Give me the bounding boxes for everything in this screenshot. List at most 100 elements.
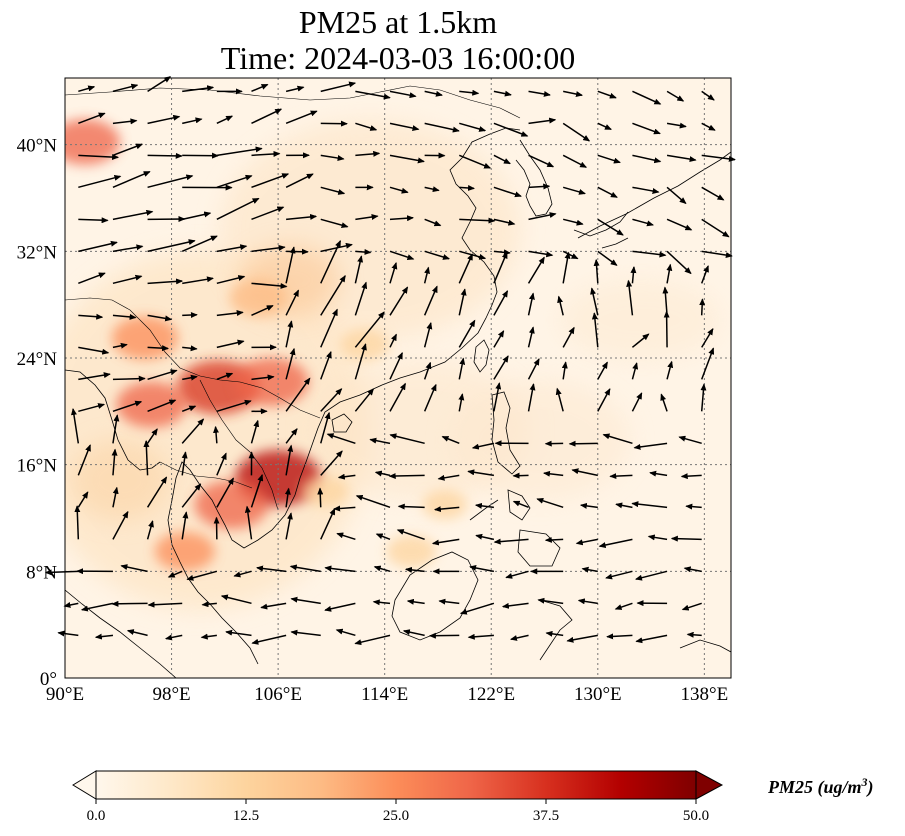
wind-arrow bbox=[373, 565, 391, 573]
wind-arrow bbox=[147, 114, 181, 125]
wind-arrow bbox=[459, 184, 476, 191]
wind-arrow bbox=[285, 246, 296, 284]
wind-arrow bbox=[181, 418, 205, 444]
wind-arrow bbox=[424, 122, 460, 133]
wind-arrow bbox=[389, 382, 407, 412]
wind-arrow bbox=[562, 186, 586, 195]
wind-arrow bbox=[493, 330, 505, 348]
wind-arrow bbox=[389, 90, 417, 99]
wind-arrow bbox=[423, 266, 430, 284]
wind-arrow bbox=[701, 186, 725, 201]
wind-arrow bbox=[285, 428, 298, 444]
x-axis-ticks: 90°E 98°E 106°E 114°E 122°E 130°E 138°E bbox=[46, 684, 728, 705]
wind-arrow bbox=[289, 564, 321, 573]
pm25-hotspot bbox=[116, 381, 187, 428]
colorbar: 0.0 12.5 25.0 37.5 50.0 PM25 (ug/m3) bbox=[72, 770, 874, 824]
wind-arrow bbox=[459, 602, 495, 615]
wind-arrow bbox=[355, 150, 381, 157]
wind-arrow bbox=[471, 442, 495, 450]
map-frame bbox=[64, 77, 732, 679]
colorbar-extend-min bbox=[72, 770, 97, 800]
wind-arrow bbox=[260, 602, 287, 610]
x-tick-label: 138°E bbox=[681, 684, 729, 705]
wind-arrow bbox=[458, 319, 476, 348]
wind-arrow bbox=[112, 83, 139, 93]
wind-arrow bbox=[609, 473, 633, 480]
wind-arrow bbox=[285, 377, 311, 412]
wind-arrow bbox=[389, 215, 415, 222]
wind-arrow bbox=[632, 122, 661, 135]
wind-arrow bbox=[337, 473, 356, 480]
wind-arrow bbox=[433, 506, 460, 513]
wind-arrow bbox=[320, 450, 343, 476]
wind-arrow bbox=[562, 122, 591, 142]
wind-arrow bbox=[220, 594, 252, 605]
wind-arrow bbox=[666, 263, 673, 284]
wind-arrow bbox=[389, 122, 420, 132]
wind-arrow bbox=[647, 534, 668, 541]
wind-arrow bbox=[251, 173, 290, 189]
wind-arrow bbox=[685, 503, 702, 510]
pm25-hotspot bbox=[301, 475, 349, 507]
wind-arrow bbox=[285, 444, 294, 476]
wind-arrow bbox=[493, 122, 529, 137]
wind-arrow bbox=[372, 599, 391, 606]
wind-arrow bbox=[493, 154, 511, 165]
wind-arrow bbox=[459, 122, 487, 132]
wind-arrow bbox=[256, 565, 287, 573]
wind-arrow bbox=[459, 217, 496, 224]
pm25-hotspot bbox=[234, 357, 309, 407]
wind-arrow bbox=[147, 152, 183, 159]
wind-arrow bbox=[216, 244, 248, 253]
wind-arrow bbox=[320, 154, 345, 161]
wind-arrow bbox=[389, 286, 409, 316]
wind-arrow bbox=[317, 487, 324, 508]
wind-arrow bbox=[251, 304, 274, 317]
figure-title-line1: PM25 at 1.5km bbox=[298, 4, 498, 40]
wind-arrow bbox=[666, 154, 697, 163]
wind-arrow bbox=[78, 174, 122, 189]
wind-arrow bbox=[111, 448, 118, 476]
wind-arrow bbox=[666, 250, 692, 275]
colorbar-label: PM25 (ug/m3) bbox=[767, 775, 874, 798]
wind-arrow bbox=[78, 272, 106, 285]
wind-arrow bbox=[597, 218, 624, 236]
wind-arrow bbox=[493, 90, 512, 97]
wind-arrow bbox=[528, 117, 557, 125]
wind-arrow bbox=[437, 474, 460, 481]
wind-arrow bbox=[458, 357, 466, 380]
wind-arrow bbox=[216, 275, 246, 285]
pm25-hotspot bbox=[154, 531, 215, 571]
y-tick-label: 8°N bbox=[26, 562, 57, 583]
wind-arrow bbox=[285, 85, 305, 93]
wind-arrow bbox=[78, 403, 106, 413]
wind-arrow bbox=[77, 491, 89, 508]
wind-arrow bbox=[632, 90, 662, 105]
wind-arrow bbox=[354, 388, 374, 412]
wind-arrow bbox=[80, 602, 114, 612]
wind-arrow bbox=[602, 433, 633, 445]
wind-arrow bbox=[458, 288, 467, 316]
wind-arrow bbox=[200, 633, 217, 640]
wind-arrow bbox=[78, 313, 104, 320]
wind-arrow bbox=[528, 154, 555, 168]
wind-arrow bbox=[164, 634, 183, 641]
wind-arrow bbox=[605, 570, 633, 580]
wind-arrow bbox=[544, 536, 564, 543]
wind-arrow bbox=[568, 440, 598, 447]
wind-arrow bbox=[424, 186, 440, 193]
wind-arrow bbox=[404, 566, 425, 573]
wind-arrow bbox=[320, 239, 342, 284]
wind-arrow bbox=[593, 258, 600, 284]
wind-arrow bbox=[537, 597, 564, 605]
wind-arrow bbox=[597, 154, 621, 164]
wind-arrow bbox=[285, 347, 296, 380]
wind-arrow bbox=[423, 383, 437, 412]
pm25-hotspot bbox=[65, 119, 121, 165]
map-panel bbox=[44, 76, 736, 679]
wind-arrow bbox=[355, 249, 372, 256]
wind-arrow bbox=[244, 505, 253, 540]
wind-arrow bbox=[112, 486, 119, 508]
wind-arrow bbox=[406, 598, 425, 605]
wind-arrow bbox=[562, 326, 575, 348]
